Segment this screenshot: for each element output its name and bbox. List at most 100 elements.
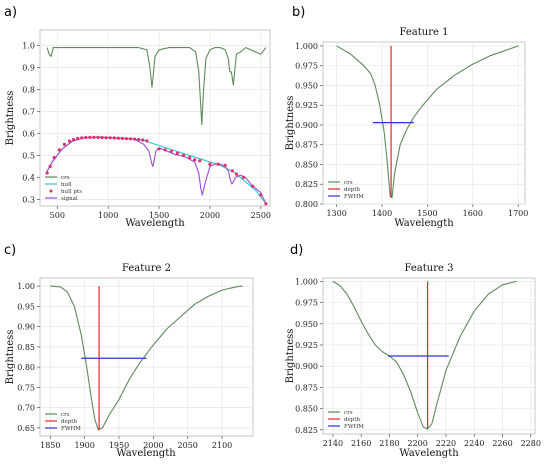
- plot-marks: [336, 45, 519, 199]
- chart-title: Feature 3: [405, 263, 454, 274]
- hull-point-marker: [163, 148, 167, 152]
- hull-point-marker: [92, 135, 96, 139]
- x-tick-label: 1700: [508, 209, 528, 218]
- hull-point-marker: [48, 164, 52, 168]
- hull-point-marker: [181, 153, 186, 157]
- panel-3: c) Feature 2 1850 1900 1950 2000 2050 2100 0.65 0…: [4, 243, 254, 459]
- x-tick-label: 2240: [464, 439, 484, 448]
- x-tick-label: 2180: [379, 439, 399, 448]
- y-tick-label: 0.900: [295, 362, 318, 371]
- hull-point-marker: [104, 136, 108, 140]
- hull-point-marker: [188, 156, 192, 160]
- y-tick-label: 0.950: [295, 81, 318, 90]
- legend-entry: depth: [61, 419, 78, 425]
- hull-point-marker: [67, 139, 72, 143]
- panel-2: b) Feature 1 1300 1400 1500 1600 1700 0.800 0.82…: [285, 5, 528, 229]
- y-axis-label: Brightness: [285, 329, 296, 384]
- hull-point-marker: [223, 163, 227, 167]
- x-tick-label: 2000: [200, 211, 220, 220]
- plot-area: [39, 277, 254, 437]
- legend-entry: hull: [61, 182, 72, 188]
- y-tick-label: 0.90: [17, 323, 35, 332]
- hull-point-marker: [116, 136, 120, 140]
- series-line-crs: [46, 47, 267, 126]
- y-tick-label: 0.900: [295, 121, 318, 130]
- x-tick-label: 2000: [143, 441, 163, 450]
- hull-point-marker: [133, 137, 137, 141]
- hull-point-marker: [88, 135, 92, 139]
- hull-point-marker: [62, 142, 67, 146]
- hull-point-marker: [241, 175, 246, 179]
- y-axis-label: Brightness: [285, 96, 296, 151]
- x-axis-label: Wavelength: [125, 218, 185, 229]
- y-tick-label: 0.850: [295, 160, 318, 169]
- y-tick-label: 1.00: [17, 282, 35, 291]
- x-tick-label: 1500: [149, 211, 169, 220]
- y-axis-label: Brightness: [5, 330, 16, 385]
- hull-point-marker: [259, 193, 263, 197]
- y-tick-label: 0.5: [22, 151, 35, 160]
- legend-entry: FWHM: [344, 194, 364, 200]
- panel-label: b): [292, 5, 305, 20]
- y-axis-label: Brightness: [5, 91, 16, 146]
- legend-entry: depth: [344, 417, 361, 423]
- hull-point-marker: [141, 138, 145, 142]
- hull-point-marker: [208, 162, 212, 166]
- y-tick-label: 0.925: [295, 341, 318, 350]
- x-tick-label: 1900: [74, 441, 94, 450]
- legend-entry: crs: [61, 175, 70, 181]
- legend-entry: crs: [344, 180, 353, 186]
- panel-4: d) Feature 3 2140 2160 2180 2200 2220 2240 2260 2…: [285, 243, 541, 459]
- y-tick-label: 0.950: [295, 320, 318, 329]
- legend-entry: signal: [61, 196, 78, 202]
- y-tick-label: 0.875: [295, 383, 318, 392]
- y-tick-label: 0.825: [295, 180, 318, 189]
- hull-point-marker: [216, 162, 220, 166]
- hull-point-marker: [84, 135, 88, 139]
- hull-point-marker: [76, 136, 80, 141]
- plot-marks: [45, 47, 268, 206]
- panel-label: d): [290, 243, 303, 258]
- hull-point-marker: [264, 202, 268, 206]
- x-tick-label: 1500: [417, 209, 437, 218]
- panel-label: c): [4, 243, 16, 258]
- hull-point-marker: [198, 159, 202, 163]
- x-tick-label: 2100: [212, 441, 232, 450]
- plot-marks: [332, 280, 517, 430]
- x-tick-label: 1400: [372, 209, 392, 218]
- hull-point-marker: [45, 171, 49, 175]
- series-line-crs: [332, 280, 517, 430]
- y-tick-label: 0.70: [17, 404, 35, 413]
- x-tick-label: 2140: [323, 439, 343, 448]
- x-tick-label: 1850: [40, 441, 60, 450]
- y-tick-label: 0.95: [17, 302, 35, 311]
- y-tick-label: 0.9: [22, 63, 35, 72]
- series-line-crs: [336, 45, 519, 199]
- x-tick-label: 1600: [463, 209, 483, 218]
- hull-point-marker: [145, 139, 149, 143]
- y-tick-label: 1.0: [22, 41, 35, 50]
- y-tick-label: 0.65: [17, 424, 35, 433]
- hull-point-marker: [108, 136, 112, 140]
- x-tick-label: 2500: [251, 211, 271, 220]
- hull-point-marker: [234, 172, 239, 176]
- hull-point-marker: [157, 147, 161, 151]
- y-tick-label: 0.85: [17, 343, 35, 352]
- y-tick-label: 0.80: [17, 363, 35, 372]
- x-axis-label: Wavelength: [394, 218, 454, 229]
- legend-entry: FWHM: [61, 426, 81, 432]
- y-tick-label: 0.3: [22, 195, 35, 204]
- x-tick-label: 2280: [521, 439, 541, 448]
- hull-point-marker: [193, 158, 197, 162]
- series-line-crs: [50, 285, 243, 431]
- legend-entry: crs: [344, 410, 353, 416]
- legend-entry: depth: [344, 187, 361, 193]
- hull-point-marker: [128, 137, 133, 141]
- x-tick-label: 2220: [436, 439, 456, 448]
- y-tick-label: 0.925: [295, 101, 318, 110]
- x-tick-label: 2200: [408, 439, 428, 448]
